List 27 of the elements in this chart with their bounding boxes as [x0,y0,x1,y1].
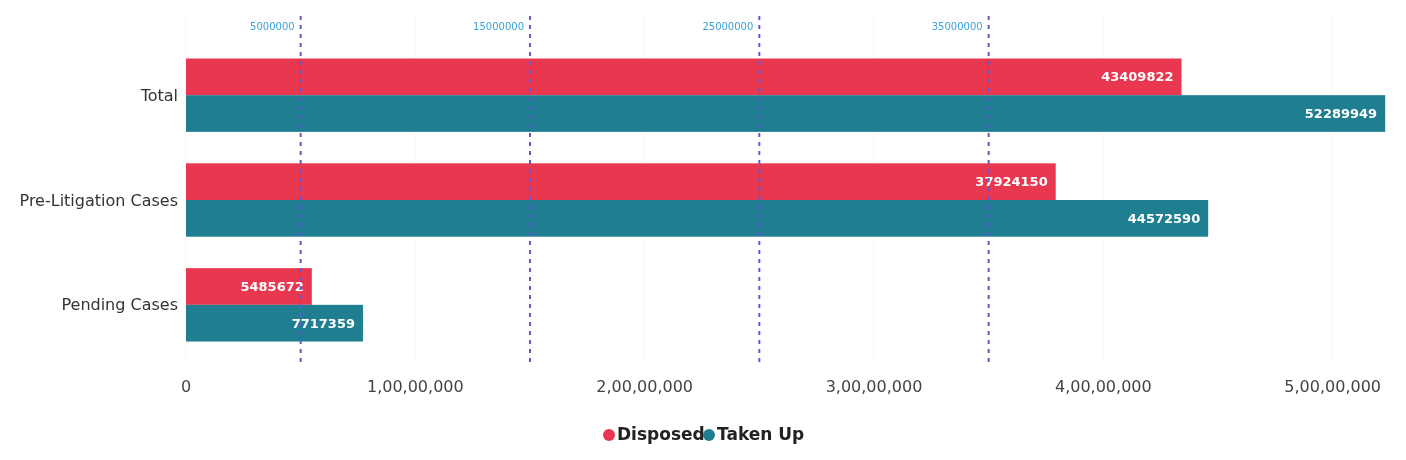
x-tick-label: 3,00,00,000 [825,377,923,396]
data-label: 44572590 [1127,210,1201,226]
ref-line-label: 25000000 [702,21,754,32]
data-label: 52289949 [1304,106,1378,122]
data-label: 37924150 [975,174,1048,190]
bar [186,95,1386,132]
bar [186,268,312,305]
x-tick-label: 2,00,00,000 [596,377,694,396]
data-label: 5485672 [240,279,304,295]
bar [186,304,363,342]
bar [186,200,1209,237]
ref-line-label: 5000000 [250,21,295,32]
ref-line-label: 35000000 [931,21,983,32]
x-tick-label: 1,00,00,000 [366,377,464,396]
y-tick-label: Pre-Litigation Cases [19,190,178,210]
y-tick-label: Total [139,85,178,105]
bar [186,58,1182,96]
y-tick-label: Pending Cases [61,295,178,315]
x-tick-label: 4,00,00,000 [1054,377,1152,396]
legend-label: Disposed [617,424,705,444]
ref-line-label: 15000000 [473,21,524,32]
bar [186,163,1056,200]
legend-label: Taken Up [717,424,805,444]
data-label: 43409822 [1101,69,1174,85]
data-label: 7717359 [291,315,355,331]
x-tick-label: 0 [180,377,192,396]
x-tick-label: 5,00,00,000 [1284,377,1382,396]
